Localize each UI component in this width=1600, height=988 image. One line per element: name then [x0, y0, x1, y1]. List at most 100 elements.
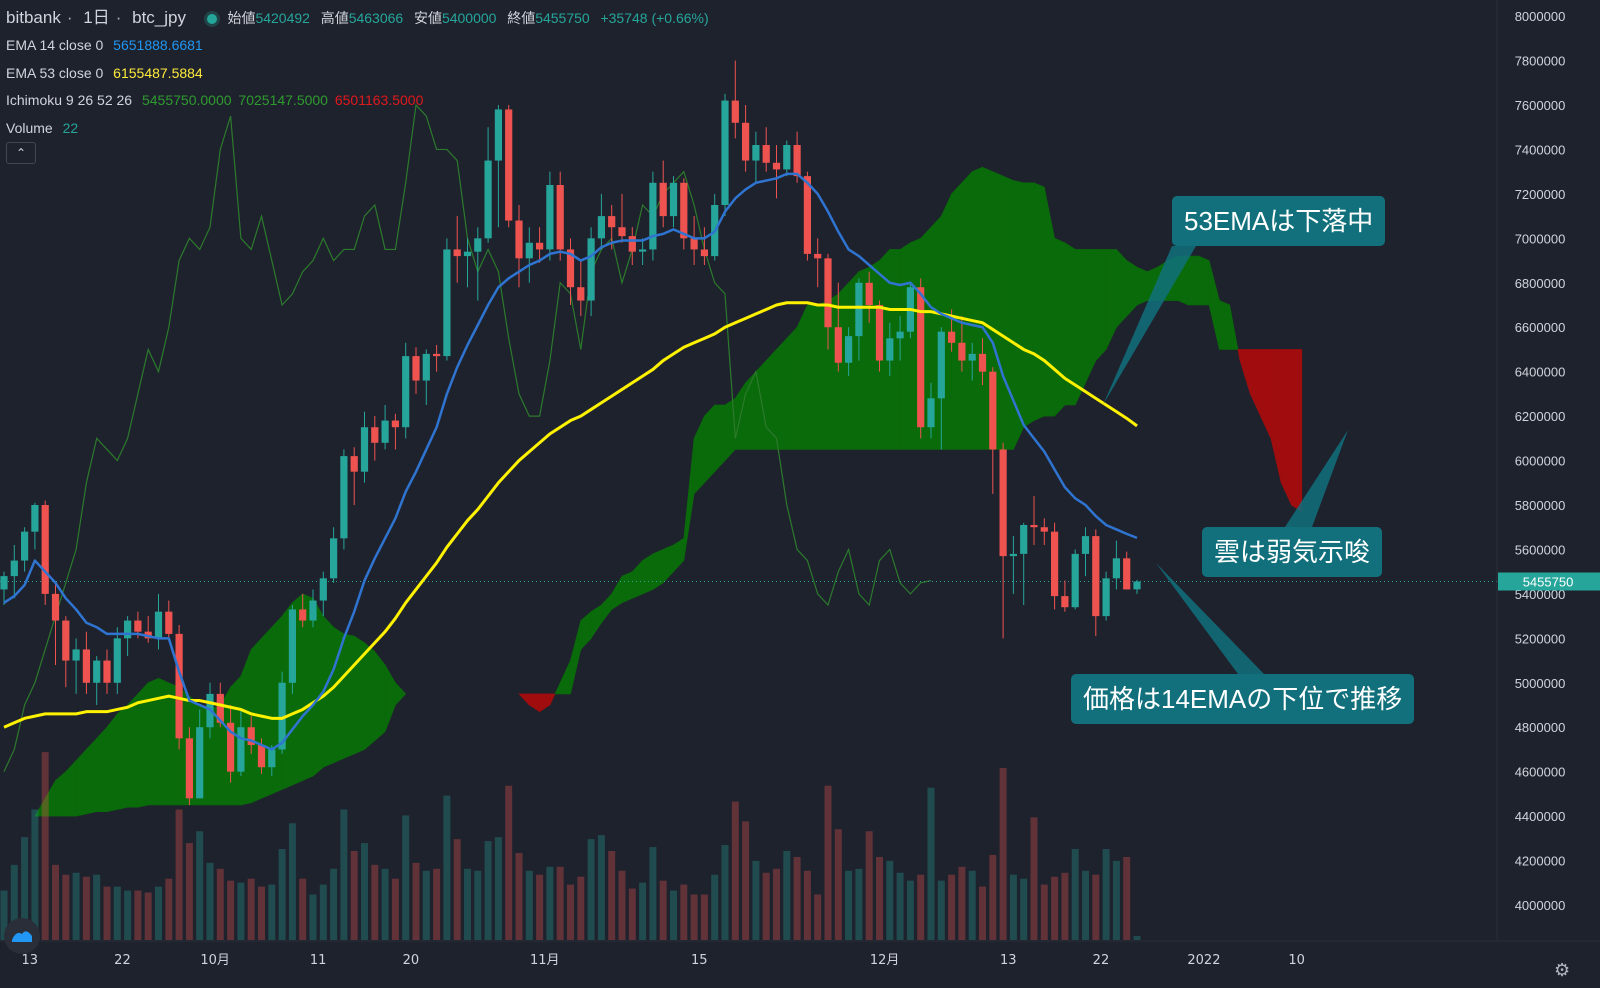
callout-price-below-ema14: 価格は14EMAの下位で推移	[1071, 674, 1415, 724]
candle-body	[772, 162, 781, 170]
symbol-name[interactable]: btc_jpy	[132, 8, 186, 27]
volume-bar	[577, 876, 585, 940]
candle-body	[237, 727, 245, 772]
cloud-segment	[724, 397, 736, 462]
volume-bar	[52, 864, 59, 940]
volume-bar	[82, 876, 90, 940]
candle-body	[566, 249, 575, 288]
cloud-segment	[1188, 255, 1200, 306]
cloud-segment	[261, 626, 273, 799]
candle-body	[10, 560, 18, 577]
price-tick-label: 7400000	[1515, 142, 1566, 157]
volume-bar	[62, 874, 70, 940]
volume-bar	[0, 890, 8, 940]
candle-body	[381, 420, 389, 443]
candle-body	[62, 620, 70, 661]
time-tick-label: 11	[310, 953, 327, 968]
volume-bar	[340, 809, 348, 940]
candle-body	[875, 305, 884, 361]
volume-bar	[824, 785, 832, 940]
legend-ema14[interactable]: EMA 14 close 0 5651888.6681	[6, 32, 715, 60]
volume-bar	[361, 843, 368, 940]
volume-bar	[1061, 872, 1069, 940]
candle-body	[762, 145, 770, 163]
time-axis[interactable]: 13 22 10月 11 20 11月 15 12月 13 22 2022 10	[0, 940, 1600, 968]
exchange-name[interactable]: bitbank	[6, 8, 61, 27]
candle-body	[0, 576, 8, 590]
volume-bar	[381, 868, 389, 940]
cloud-segment	[75, 748, 87, 817]
cloud-segment	[1095, 249, 1107, 362]
candle-body	[268, 749, 276, 768]
ichimoku-label: Ichimoku 9 26 52 26	[6, 92, 133, 108]
cloud-segment	[1085, 249, 1097, 383]
volume-bar	[525, 870, 533, 940]
volume-bar	[536, 874, 544, 940]
cloud-segment	[755, 359, 767, 450]
tradingview-logo-icon[interactable]	[4, 918, 40, 954]
volume-bars	[0, 752, 1141, 940]
legend-ichimoku[interactable]: Ichimoku 9 26 52 26 5455750.0000 7025147…	[6, 87, 715, 115]
price-tick-label: 4600000	[1515, 765, 1566, 780]
candle-body	[433, 353, 441, 357]
candle-body	[494, 109, 502, 161]
cloud-segment	[1126, 260, 1138, 317]
volume-bar	[443, 795, 451, 940]
volume-bar	[937, 880, 945, 940]
candle-body	[536, 242, 544, 250]
volume-bar	[1040, 884, 1048, 940]
cloud-segment	[899, 242, 911, 450]
collapse-legend-button[interactable]: ⌃	[6, 142, 36, 164]
callout-ema53-falling: 53EMAは下落中	[1172, 196, 1386, 246]
high-label: 高値	[320, 10, 349, 26]
volume-bar	[299, 878, 307, 940]
candle-body	[319, 578, 327, 601]
cloud-segment	[1291, 349, 1303, 513]
candle-body	[803, 176, 811, 254]
candle-body	[577, 287, 585, 301]
volume-bar	[1112, 860, 1120, 940]
time-tick-label: 22	[114, 953, 131, 968]
volume-bar	[1092, 874, 1100, 940]
volume-bar	[752, 860, 760, 940]
candle-body	[865, 282, 873, 305]
gear-icon[interactable]: ⚙	[1554, 960, 1571, 980]
candle-body	[525, 242, 533, 259]
cloud-segment	[1002, 175, 1014, 450]
volume-bar	[608, 851, 616, 940]
candle-body	[1081, 536, 1090, 554]
volume-bar	[464, 868, 471, 940]
candle-body	[886, 338, 894, 361]
cloud-segment	[1219, 300, 1230, 350]
candle-body	[391, 420, 399, 428]
time-tick-label: 10月	[200, 953, 230, 968]
cloud-segment	[65, 759, 77, 817]
cloud-segment	[1074, 249, 1086, 406]
cloud-segment	[765, 348, 777, 450]
candle-body	[463, 251, 472, 257]
volume-bar	[979, 886, 986, 940]
volume-bar	[185, 843, 193, 940]
price-axis[interactable]: 8000000 7800000 7600000 7400000 7200000 70000…	[1496, 0, 1600, 940]
legend-volume[interactable]: Volume 22	[6, 115, 715, 143]
volume-bar	[783, 851, 791, 940]
ema14-line	[3, 172, 1138, 751]
price-tick-label: 7800000	[1515, 54, 1566, 69]
interval-label[interactable]: 1日	[83, 8, 110, 27]
candle-body	[165, 611, 173, 634]
volume-bar	[453, 839, 461, 940]
cloud-segment	[343, 633, 355, 759]
price-tick-label: 8000000	[1515, 9, 1566, 24]
volume-bar	[10, 864, 18, 940]
volume-bar	[1051, 876, 1059, 940]
price-tick-label: 7000000	[1515, 231, 1566, 246]
cloud-segment	[601, 593, 613, 624]
last-price-tag-label: 5455750	[1523, 575, 1574, 590]
candle-body	[412, 356, 420, 381]
time-tick-label: 10	[1288, 953, 1305, 968]
candle-body	[1061, 596, 1069, 608]
legend-ema53[interactable]: EMA 53 close 0 6155487.5884	[6, 60, 715, 88]
cloud-segment	[776, 337, 788, 450]
cloud-segment	[590, 604, 602, 640]
